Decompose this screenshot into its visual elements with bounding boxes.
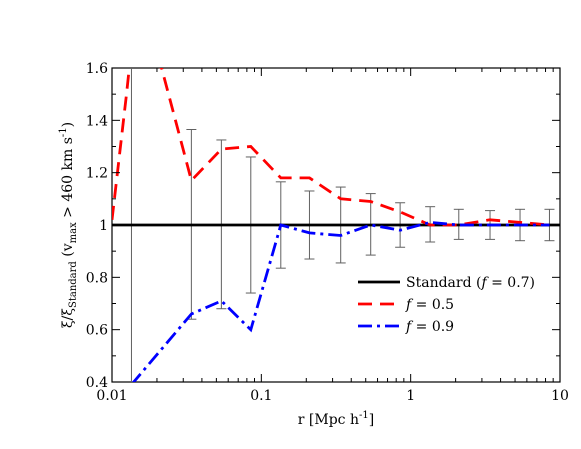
series-line-f-14-2	[131, 220, 550, 382]
legend-entry: f = 0.9	[358, 319, 454, 335]
y-tick-label: 1.6	[86, 61, 108, 77]
y-tick-label: 1.2	[86, 166, 108, 182]
series-line-f-17-1	[112, 68, 550, 227]
x-tick-label: 0.1	[250, 388, 272, 404]
legend-label: f = 0.5	[405, 297, 454, 313]
legend-label: f = 0.9	[405, 319, 454, 335]
y-tick-label: 1.4	[86, 113, 108, 129]
legend-entry: f = 0.5	[358, 297, 454, 313]
legend-label: Standard (f = 0.7)	[406, 275, 535, 291]
x-tick-label: 1	[406, 388, 415, 404]
legend-entry: Standard (f = 0.7)	[358, 275, 535, 291]
y-axis-label: ξ/ξStandard (vmax > 460 km s-1)	[58, 122, 79, 328]
x-tick-label: 10	[551, 388, 569, 404]
legend: Standard (f = 0.7) f = 0.5 f = 0.9	[358, 275, 535, 335]
y-tick-label: 0.8	[86, 270, 108, 286]
y-tick-label: 0.6	[86, 323, 108, 339]
series-layer	[112, 68, 560, 382]
y-tick-label: 1	[99, 218, 108, 234]
y-tick-label: 0.4	[86, 375, 108, 391]
axis-layer: 0.01 0.1 1 10 0.4 0.6 0.8 1 1.2 1.4 1.6	[86, 61, 569, 404]
x-axis-label: r [Mpc h-1]	[298, 410, 374, 428]
x-tick-label: 0.01	[96, 388, 127, 404]
